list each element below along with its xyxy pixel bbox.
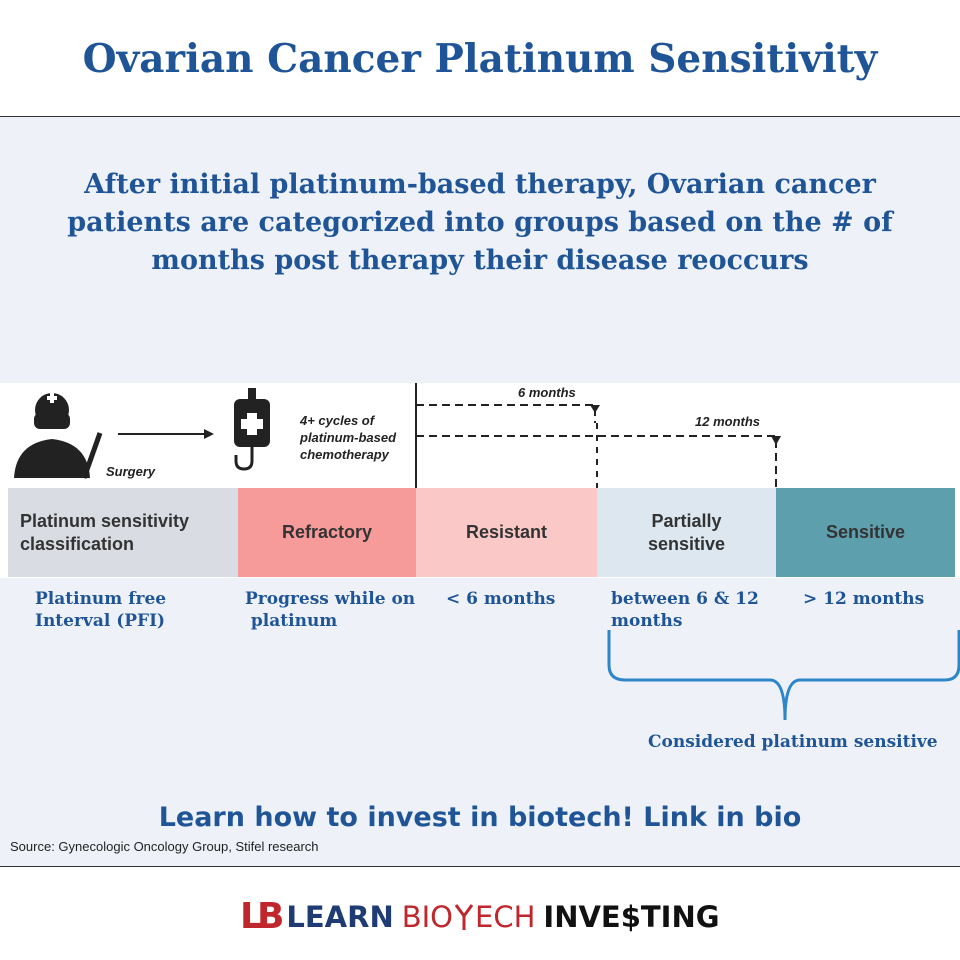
box-text: sensitive — [647, 533, 726, 554]
class-box: Platinum sensitivity classification — [8, 488, 238, 577]
logo-antibody-icon — [454, 903, 474, 930]
class-box: Resistant — [416, 488, 597, 577]
box-text: Partially — [651, 510, 722, 531]
label-line: between 6 & 12 — [611, 589, 759, 609]
label-line: Platinum free — [35, 589, 167, 609]
box-text: Platinum sensitivity — [20, 510, 190, 531]
label-line: Progress while on — [245, 589, 416, 609]
bracket — [607, 630, 960, 721]
cta: Learn how to invest in biotech! Link in … — [158, 802, 802, 833]
label-line: Interval (PFI) — [35, 611, 166, 631]
header: Ovarian Cancer Platinum Sensitivity — [0, 0, 960, 117]
box-text: Refractory — [281, 522, 373, 542]
pfi-label: Progress while on platinum — [245, 588, 415, 632]
box-text: Resistant — [465, 522, 548, 542]
label-line: platinum — [245, 611, 338, 631]
box-text: Sensitive — [825, 522, 906, 542]
arrow-label: 6 months — [518, 385, 576, 400]
logo-text: ECH — [475, 899, 536, 934]
logo-text: BIO — [401, 899, 454, 934]
logo-text: LEARN — [286, 899, 394, 934]
doctor-icon — [14, 393, 103, 479]
class-box: Refractory — [238, 488, 416, 577]
title: Ovarian Cancer Platinum Sensitivity — [82, 36, 878, 82]
iv-bag-icon — [234, 388, 270, 471]
chemo-label: chemotherapy — [300, 447, 390, 462]
logo: LB LEARN BIO ECH INVE$TING — [240, 896, 720, 937]
chemo-label: 4+ cycles of — [299, 413, 376, 428]
source: Source: Gynecologic Oncology Group, Stif… — [10, 839, 319, 854]
arrow-label: 12 months — [695, 414, 760, 429]
logo-mark: LB — [240, 896, 284, 937]
intro-line: patients are categorized into groups bas… — [67, 207, 893, 238]
intro-line: After initial platinum-based therapy, Ov… — [84, 169, 876, 200]
label-line: months — [611, 611, 683, 631]
pfi-label: > 12 months — [803, 588, 924, 610]
intro: After initial platinum-based therapy, Ov… — [0, 166, 960, 280]
label-line: < 6 months — [446, 589, 556, 609]
intro-line: months post therapy their disease reoccu… — [151, 245, 809, 276]
surgery-label: Surgery — [106, 464, 156, 479]
chemo-label: platinum-based — [299, 430, 397, 445]
box-text: classification — [20, 533, 135, 554]
logo-text: INVE$TING — [543, 899, 720, 934]
pfi-label: Platinum free Interval (PFI) — [35, 588, 166, 632]
class-box: Sensitive — [776, 488, 955, 577]
pfi-label: between 6 & 12 months — [611, 588, 759, 632]
pfi-label: < 6 months — [446, 588, 555, 610]
class-box: Partially sensitive — [597, 488, 776, 577]
label-line: > 12 months — [803, 589, 925, 609]
bracket-label: Considered platinum sensitive — [648, 732, 938, 752]
